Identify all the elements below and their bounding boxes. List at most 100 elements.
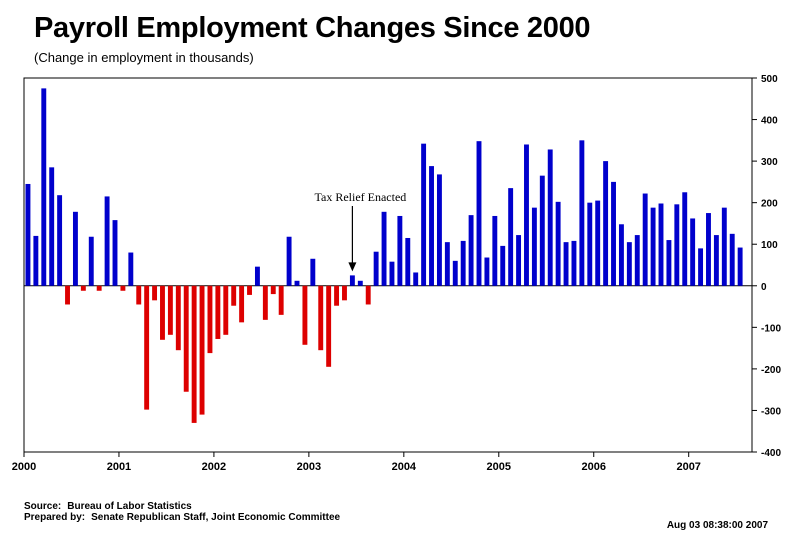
bar [547,149,553,286]
bar [104,196,110,286]
x-tick-label: 2002 [202,461,226,473]
bar [381,211,387,286]
bar [436,174,442,286]
bar [326,285,332,367]
y-tick-label: 0 [761,282,767,293]
bar [666,240,672,286]
bar [342,285,347,301]
bar [152,285,158,301]
annotation-arrowhead [348,262,357,272]
bar [405,237,411,286]
bar [587,202,593,286]
bar [690,218,696,286]
bar [183,285,189,392]
bar [231,285,237,306]
bar [373,251,379,286]
annotation-label: Tax Relief Enacted [315,190,407,204]
bar [160,285,165,340]
bar [706,213,711,286]
y-tick-label: -400 [761,448,781,459]
bar [492,215,498,286]
bar [136,285,142,305]
x-tick-label: 2007 [676,461,700,473]
x-tick-label: 2006 [581,461,605,473]
bar [215,285,221,339]
x-tick-label: 2003 [297,461,321,473]
bar [96,285,102,291]
bar [120,285,126,291]
bar [452,260,458,286]
y-tick-label: -300 [761,406,781,417]
bar [524,144,529,286]
bar [468,215,474,286]
bar [650,207,656,286]
bar [365,285,371,305]
bar [539,175,545,286]
bar [508,188,514,286]
source-note: Source: Bureau of Labor Statistics [24,501,192,512]
bar [721,207,727,286]
bar [175,285,181,351]
bar [294,280,300,286]
prepared-label: Prepared by: [24,512,86,523]
bar [80,285,86,291]
bar [223,285,229,335]
bar [603,161,609,286]
bar [476,141,482,286]
y-tick-label: 200 [761,199,778,210]
bar [713,235,719,286]
bar [460,240,466,286]
y-tick-label: -100 [761,323,781,334]
bar [421,143,427,286]
x-tick-label: 2005 [487,461,511,473]
bar [33,235,39,286]
bar [634,235,640,286]
bar [531,207,537,286]
bar [682,192,688,286]
plot-frame [23,77,753,453]
bar [318,285,324,351]
bar [112,220,118,286]
bar [737,247,743,286]
x-tick-label: 2000 [12,461,36,473]
y-tick-label: 500 [761,74,778,85]
bar [207,285,213,354]
chart-title: Payroll Employment Changes Since 2000 [34,12,591,44]
y-tick-label: 100 [761,240,778,251]
bar [270,285,276,295]
bar [729,233,735,286]
bar [167,285,173,335]
bar [658,203,664,286]
timestamp: Aug 03 08:38:00 2007 [666,520,768,531]
bar [25,183,31,286]
bar [349,275,355,286]
bar [128,252,134,286]
bar [397,215,403,286]
bar [484,257,490,286]
prepared-by-note: Prepared by: Senate Republican Staff, Joi… [24,512,340,523]
bar [626,242,632,286]
bar [611,181,616,286]
x-tick-label: 2001 [107,461,131,473]
bar [516,235,522,286]
bar [563,242,569,286]
bar [571,240,577,286]
bar [334,285,340,306]
bar [286,236,292,286]
y-tick-label: -200 [761,365,781,376]
bar [595,200,601,286]
bar [302,285,308,345]
bar [310,258,316,286]
bar [144,285,150,410]
bar [389,261,395,286]
bar [429,166,434,286]
bar [357,280,363,286]
bar [555,201,561,286]
bar [500,245,506,286]
prepared-value: Senate Republican Staff, Joint Economic … [91,512,341,523]
bar [57,195,63,286]
bar [49,167,55,286]
source-value: Bureau of Labor Statistics [67,501,192,512]
chart-subtitle: (Change in employment in thousands) [34,50,254,65]
